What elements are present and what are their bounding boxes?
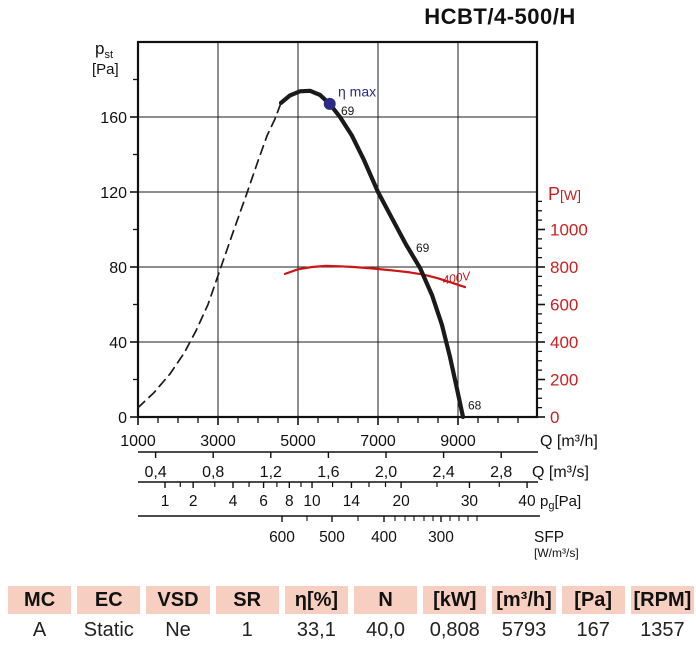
pg-tick-label: 30 bbox=[461, 493, 479, 510]
table-header-cell: VSD bbox=[146, 586, 210, 614]
table-header-cell: MC bbox=[8, 586, 72, 614]
fan-curve-chart: 04080120160pst[Pa]02004006008001000P[W]1… bbox=[92, 39, 598, 560]
table-header-cell: EC bbox=[77, 586, 141, 614]
table-header-cell: [kW] bbox=[423, 586, 487, 614]
y-left-axis-unit: [Pa] bbox=[92, 61, 119, 78]
x-tick-label: 5000 bbox=[280, 433, 316, 450]
y-left-axis-title: pst bbox=[95, 39, 113, 61]
x-axis: 1000 3000 5000 7000 9000 Q [m³/h] bbox=[120, 417, 598, 450]
y-left-tick-label: 80 bbox=[109, 260, 127, 277]
chart-title: HCBT/4-500/H bbox=[424, 4, 576, 29]
sfp-tick-label: 600 bbox=[269, 529, 295, 546]
x2-axis-unit: Q [m³/s] bbox=[532, 464, 589, 481]
y-right-tick-label: 0 bbox=[550, 408, 559, 427]
table-value-cell: 167 bbox=[576, 619, 610, 641]
pressure-curve-unstable bbox=[137, 102, 282, 409]
sfp-tick-label: 500 bbox=[319, 529, 345, 546]
y-right-tick-label: 1000 bbox=[550, 221, 588, 240]
y-left-tick-label: 40 bbox=[109, 335, 127, 352]
table-value-cell: A bbox=[32, 619, 47, 641]
x2-tick-label: 0,8 bbox=[202, 464, 224, 481]
pg-tick-label: 40 bbox=[518, 493, 536, 510]
sfp-axis-unit: [W/m³/s] bbox=[534, 546, 579, 560]
table-header-cell: N bbox=[354, 586, 418, 614]
curve-annotation: 68 bbox=[468, 399, 482, 413]
x-axis-unit: Q [m³/h] bbox=[540, 433, 598, 450]
annotations: η max 69 69 68 400V bbox=[338, 83, 482, 412]
pg-tick-label: 6 bbox=[259, 493, 268, 510]
pg-tick-label: 10 bbox=[303, 493, 321, 510]
table-value-cell: 1357 bbox=[640, 619, 685, 641]
table-value-cell: 5793 bbox=[501, 619, 547, 641]
pressure-curve bbox=[278, 88, 466, 420]
pg-tick-label: 20 bbox=[392, 493, 410, 510]
y-right-tick-label: 400 bbox=[550, 333, 578, 352]
sfp-tick-label: 300 bbox=[428, 529, 454, 546]
pg-tick-label: 8 bbox=[285, 493, 294, 510]
y-axis-right: 0 200 400 600 800 1000 P[W] bbox=[537, 184, 588, 427]
x2-axis: 0,4 0,8 1,2 1,6 2,0 2,4 2,8 Q [m³/s] bbox=[138, 451, 589, 481]
table-value-cell: 40,0 bbox=[366, 619, 406, 641]
curve-annotation: 400V bbox=[441, 269, 472, 288]
x2-tick-label: 2,4 bbox=[432, 464, 454, 481]
table-value-cell: 0,808 bbox=[429, 619, 480, 641]
sfp-axis: 600 500 400 300 SFP[W/m³/s] bbox=[138, 515, 579, 560]
x2-tick-label: 0,4 bbox=[144, 464, 166, 481]
table-header-cell: [RPM] bbox=[630, 586, 694, 614]
table-value-cell: 33,1 bbox=[296, 619, 336, 641]
table-header-cell: η[%] bbox=[284, 586, 348, 614]
y-axis-left: 0 40 80 120 160 pst[Pa] bbox=[92, 39, 138, 427]
curve-annotation: 69 bbox=[341, 104, 355, 118]
x-tick-label: 7000 bbox=[360, 433, 396, 450]
table-value-cell: 1 bbox=[241, 619, 253, 641]
table-header-cell: [Pa] bbox=[561, 586, 625, 614]
y-right-axis-title: P[W] bbox=[548, 184, 581, 204]
table-value-cell: Ne bbox=[165, 619, 191, 641]
y-right-tick-label: 800 bbox=[550, 258, 578, 277]
curve-annotation: η max bbox=[338, 83, 376, 99]
pg-tick-label: 4 bbox=[229, 493, 238, 510]
pg-axis-unit: pg[Pa] bbox=[540, 493, 581, 512]
sfp-axis-title: SFP bbox=[534, 529, 564, 546]
power-curve bbox=[283, 264, 467, 289]
y-left-tick-label: 0 bbox=[118, 410, 127, 427]
x-tick-label: 9000 bbox=[440, 433, 476, 450]
table-header-cell: [m³/h] bbox=[492, 586, 556, 614]
y-right-tick-label: 200 bbox=[550, 371, 578, 390]
pg-axis: 1 2 4 6 8 10 14 20 30 40 pg[Pa] bbox=[138, 481, 581, 512]
pg-tick-label: 2 bbox=[189, 493, 198, 510]
curve-annotation: 69 bbox=[416, 241, 430, 255]
x2-tick-label: 2,8 bbox=[490, 464, 512, 481]
x2-tick-label: 1,6 bbox=[317, 464, 339, 481]
pg-tick-label: 14 bbox=[343, 493, 361, 510]
performance-table: MC EC VSD SR η[%] N [kW] [m³/h] [Pa] [RPM] A Static… bbox=[8, 586, 694, 642]
table-header-cell: SR bbox=[215, 586, 279, 614]
duty-point-marker bbox=[323, 97, 336, 110]
x2-tick-label: 2,0 bbox=[375, 464, 397, 481]
y-left-tick-label: 120 bbox=[100, 185, 127, 202]
sfp-tick-label: 400 bbox=[371, 529, 397, 546]
table-value-cell: Static bbox=[83, 619, 134, 641]
x2-tick-label: 1,2 bbox=[260, 464, 282, 481]
y-left-tick-label: 160 bbox=[100, 110, 127, 127]
x-tick-label: 1000 bbox=[120, 433, 156, 450]
y-right-tick-label: 600 bbox=[550, 296, 578, 315]
pg-tick-label: 1 bbox=[161, 493, 170, 510]
x-tick-label: 3000 bbox=[200, 433, 236, 450]
